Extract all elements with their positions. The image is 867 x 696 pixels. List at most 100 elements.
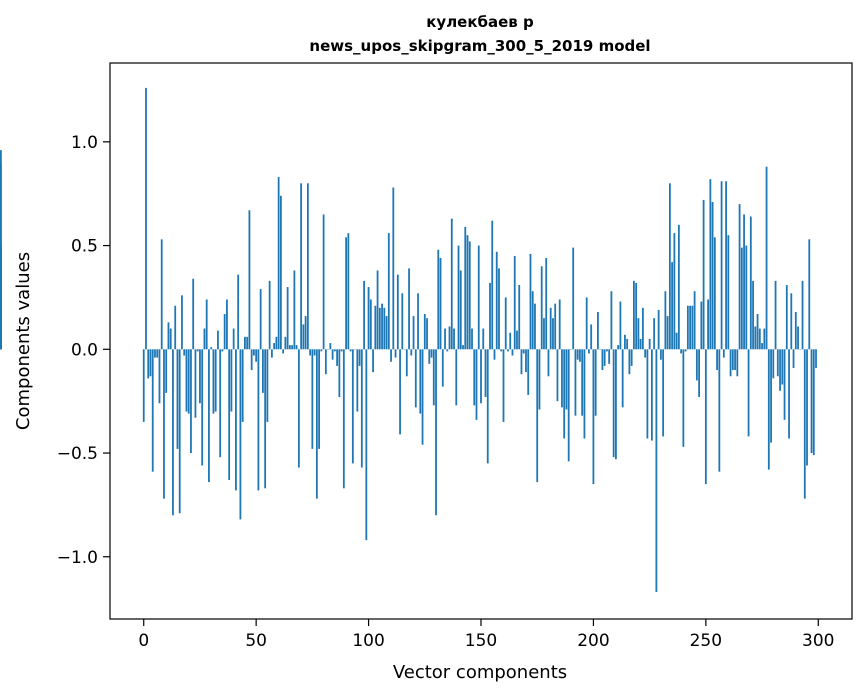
bar — [453, 328, 455, 350]
bar — [810, 349, 813, 454]
bar — [230, 349, 233, 412]
bar — [286, 287, 289, 350]
y-tick-label: 0.0 — [71, 340, 98, 360]
bar — [259, 289, 262, 350]
bar — [554, 303, 557, 350]
y-axis-ticks: −1.0 −0.5 0.0 0.5 1.0 — [57, 133, 110, 568]
bar — [603, 349, 606, 366]
bar — [529, 253, 532, 350]
bar — [248, 210, 251, 350]
bar — [617, 345, 620, 350]
bar — [590, 324, 593, 350]
bar — [576, 349, 579, 360]
bar — [785, 284, 788, 350]
bar — [464, 226, 467, 350]
bar — [731, 349, 734, 371]
bar — [747, 349, 750, 437]
bar — [738, 204, 741, 350]
bar — [315, 349, 318, 499]
bar — [794, 311, 797, 350]
bar — [181, 295, 183, 350]
bar — [592, 349, 595, 485]
bar — [210, 347, 213, 350]
bar — [531, 291, 534, 350]
bar — [518, 284, 521, 350]
bar — [626, 338, 629, 350]
bar — [722, 349, 725, 358]
bar — [540, 266, 543, 350]
bar — [369, 299, 372, 350]
bar — [527, 349, 530, 395]
bar — [752, 280, 754, 350]
bar — [549, 307, 552, 350]
bar — [333, 349, 336, 352]
x-tick-label: 0 — [138, 631, 149, 651]
bar — [199, 349, 201, 404]
bar — [695, 349, 698, 381]
bar — [691, 305, 694, 350]
bar — [718, 349, 721, 472]
bar — [277, 177, 280, 350]
bar-series — [0, 87, 817, 593]
bar — [615, 349, 617, 460]
bar — [675, 332, 678, 350]
bar — [743, 214, 745, 350]
bar — [812, 349, 815, 456]
bar — [266, 349, 269, 422]
bar — [142, 349, 145, 422]
bar — [765, 166, 768, 350]
bar — [534, 303, 536, 350]
bar — [740, 247, 743, 350]
bar — [547, 349, 550, 377]
bar — [686, 305, 689, 350]
bar — [698, 349, 700, 398]
bar — [284, 336, 287, 350]
bar — [300, 183, 303, 350]
bar — [320, 349, 323, 352]
bar — [214, 349, 217, 412]
bar — [345, 237, 347, 350]
bar — [716, 349, 718, 371]
bar — [441, 349, 444, 387]
bar — [439, 258, 442, 350]
bar — [477, 245, 480, 350]
bar — [360, 349, 363, 468]
bar — [803, 349, 806, 499]
bar — [426, 318, 428, 350]
bar — [736, 349, 739, 377]
bar — [480, 349, 482, 404]
bar — [306, 183, 309, 350]
bar — [682, 349, 685, 447]
bar — [749, 216, 752, 350]
bar — [262, 349, 264, 393]
bar — [552, 318, 554, 350]
bar — [151, 349, 154, 472]
bar — [558, 299, 561, 350]
bar — [693, 291, 696, 350]
bar — [383, 307, 386, 350]
bar — [588, 349, 590, 354]
x-tick-label: 300 — [802, 631, 834, 651]
bar — [338, 349, 341, 398]
bar — [725, 181, 727, 350]
bar — [273, 343, 276, 350]
bar — [619, 301, 622, 350]
bar — [145, 87, 147, 350]
y-tick-label: 1.0 — [71, 133, 98, 153]
bar — [154, 349, 156, 358]
bar — [428, 349, 431, 364]
bar — [293, 270, 296, 350]
bar — [767, 349, 770, 470]
bar — [520, 349, 523, 375]
bar — [196, 349, 199, 352]
y-tick-label: 0.5 — [71, 237, 98, 257]
bar — [788, 349, 790, 439]
bar — [387, 233, 390, 350]
bar — [522, 349, 525, 354]
bar — [417, 293, 419, 350]
bar — [297, 349, 300, 468]
bar — [437, 249, 440, 350]
x-tick-label: 50 — [245, 631, 267, 651]
bar — [754, 326, 757, 350]
